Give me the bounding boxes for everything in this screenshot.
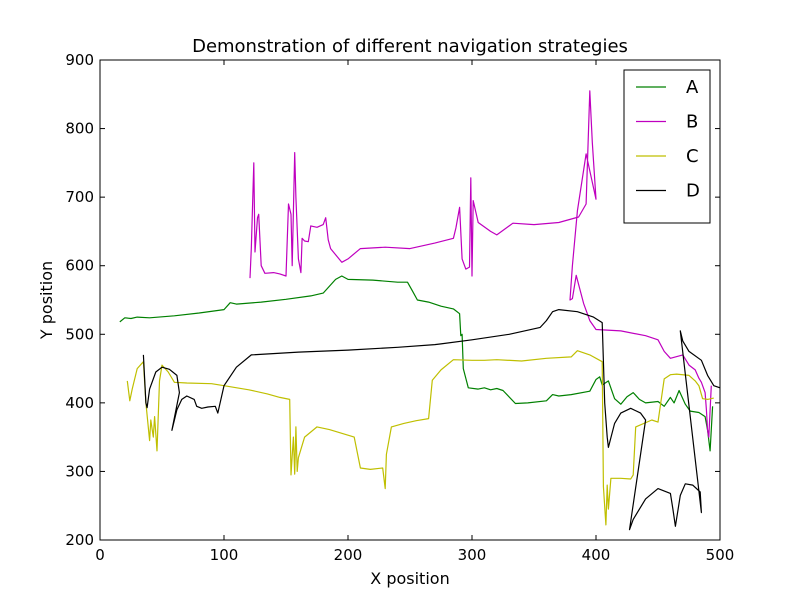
y-axis-ticks: 200 300 400 500 600 700 800 900 <box>65 51 720 549</box>
plot-frame <box>99 59 721 541</box>
legend-label-c: C <box>686 146 699 167</box>
series-line-b <box>249 90 712 438</box>
y-tick-label: 600 <box>65 257 94 275</box>
x-axis-ticks: 0 100 200 300 400 500 <box>95 60 734 564</box>
series-line-d <box>142 309 721 531</box>
y-tick-label: 500 <box>65 325 94 343</box>
x-tick-label: 400 <box>582 546 611 564</box>
legend-label-b: B <box>686 112 698 133</box>
plot-lines <box>119 90 721 531</box>
y-axis-label: Y position <box>37 261 56 340</box>
y-tick-label: 800 <box>65 120 94 138</box>
legend-label-d: D <box>686 181 700 202</box>
x-tick-label: 200 <box>334 546 363 564</box>
x-tick-label: 100 <box>210 546 239 564</box>
y-tick-label: 300 <box>65 462 94 480</box>
chart-title: Demonstration of different navigation st… <box>192 36 628 57</box>
series-line-c <box>126 350 714 526</box>
legend-box <box>623 69 711 224</box>
x-tick-label: 500 <box>706 546 735 564</box>
x-tick-label: 300 <box>458 546 487 564</box>
legend-label-a: A <box>686 77 699 98</box>
y-tick-label: 900 <box>65 51 94 69</box>
x-axis-label: X position <box>370 569 449 588</box>
y-tick-label: 200 <box>65 531 94 549</box>
y-tick-label: 400 <box>65 394 94 412</box>
x-tick-label: 0 <box>95 546 105 564</box>
y-tick-label: 700 <box>65 188 94 206</box>
